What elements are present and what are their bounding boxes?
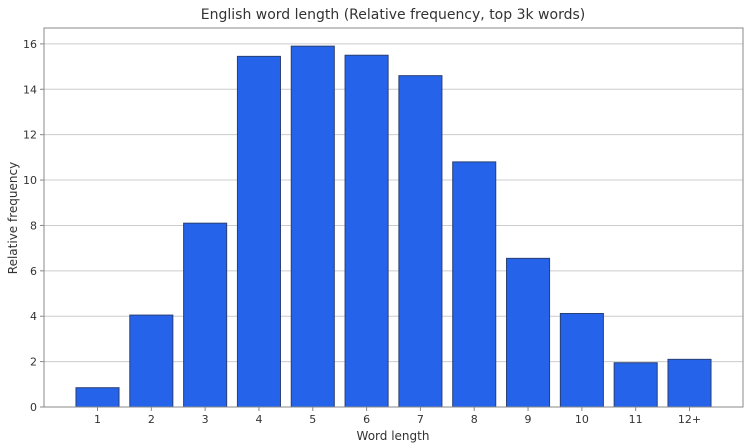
x-tick-label: 6 (363, 413, 370, 426)
bar-7 (398, 75, 443, 408)
y-tick-label: 0 (30, 401, 37, 414)
y-tick-label: 2 (30, 356, 37, 369)
x-tick-label: 11 (629, 413, 643, 426)
y-tick-label: 4 (30, 310, 37, 323)
x-tick-label: 12+ (678, 413, 701, 426)
bar-5 (290, 45, 335, 408)
bar-10 (559, 312, 604, 408)
x-tick-label: 7 (417, 413, 424, 426)
bar-1 (75, 387, 120, 408)
plot-frame (43, 27, 744, 408)
x-axis-label: Word length (357, 429, 430, 443)
chart-title: English word length (Relative frequency,… (201, 7, 585, 23)
y-tick-label: 6 (30, 265, 37, 278)
y-tick-label: 14 (23, 83, 37, 96)
x-tick-label: 1 (94, 413, 101, 426)
x-tick-label: 10 (575, 413, 589, 426)
bar-12+ (667, 358, 712, 408)
x-tick-label: 3 (202, 413, 209, 426)
x-tick-label: 8 (471, 413, 478, 426)
x-axis-ticks: 1 2 3 4 5 6 7 8 9 10 11 12+ (94, 407, 701, 426)
x-tick-label: 2 (148, 413, 155, 426)
bar-3 (183, 222, 228, 408)
y-tick-label: 8 (30, 219, 37, 232)
x-tick-label: 5 (309, 413, 316, 426)
y-axis-ticks: 0 2 4 6 8 10 12 14 16 (23, 38, 44, 414)
y-axis-label: Relative frequency (6, 162, 20, 274)
y-tick-label: 12 (23, 129, 37, 142)
bar-8 (452, 161, 497, 408)
x-tick-label: 4 (255, 413, 262, 426)
y-tick-label: 16 (23, 38, 37, 51)
y-tick-label: 10 (23, 174, 37, 187)
bar-4 (236, 55, 281, 408)
bar-11 (613, 362, 658, 408)
bar-6 (344, 54, 389, 408)
x-tick-label: 9 (525, 413, 532, 426)
bars (75, 45, 712, 408)
bar-9 (506, 257, 551, 408)
bar-2 (129, 314, 174, 408)
